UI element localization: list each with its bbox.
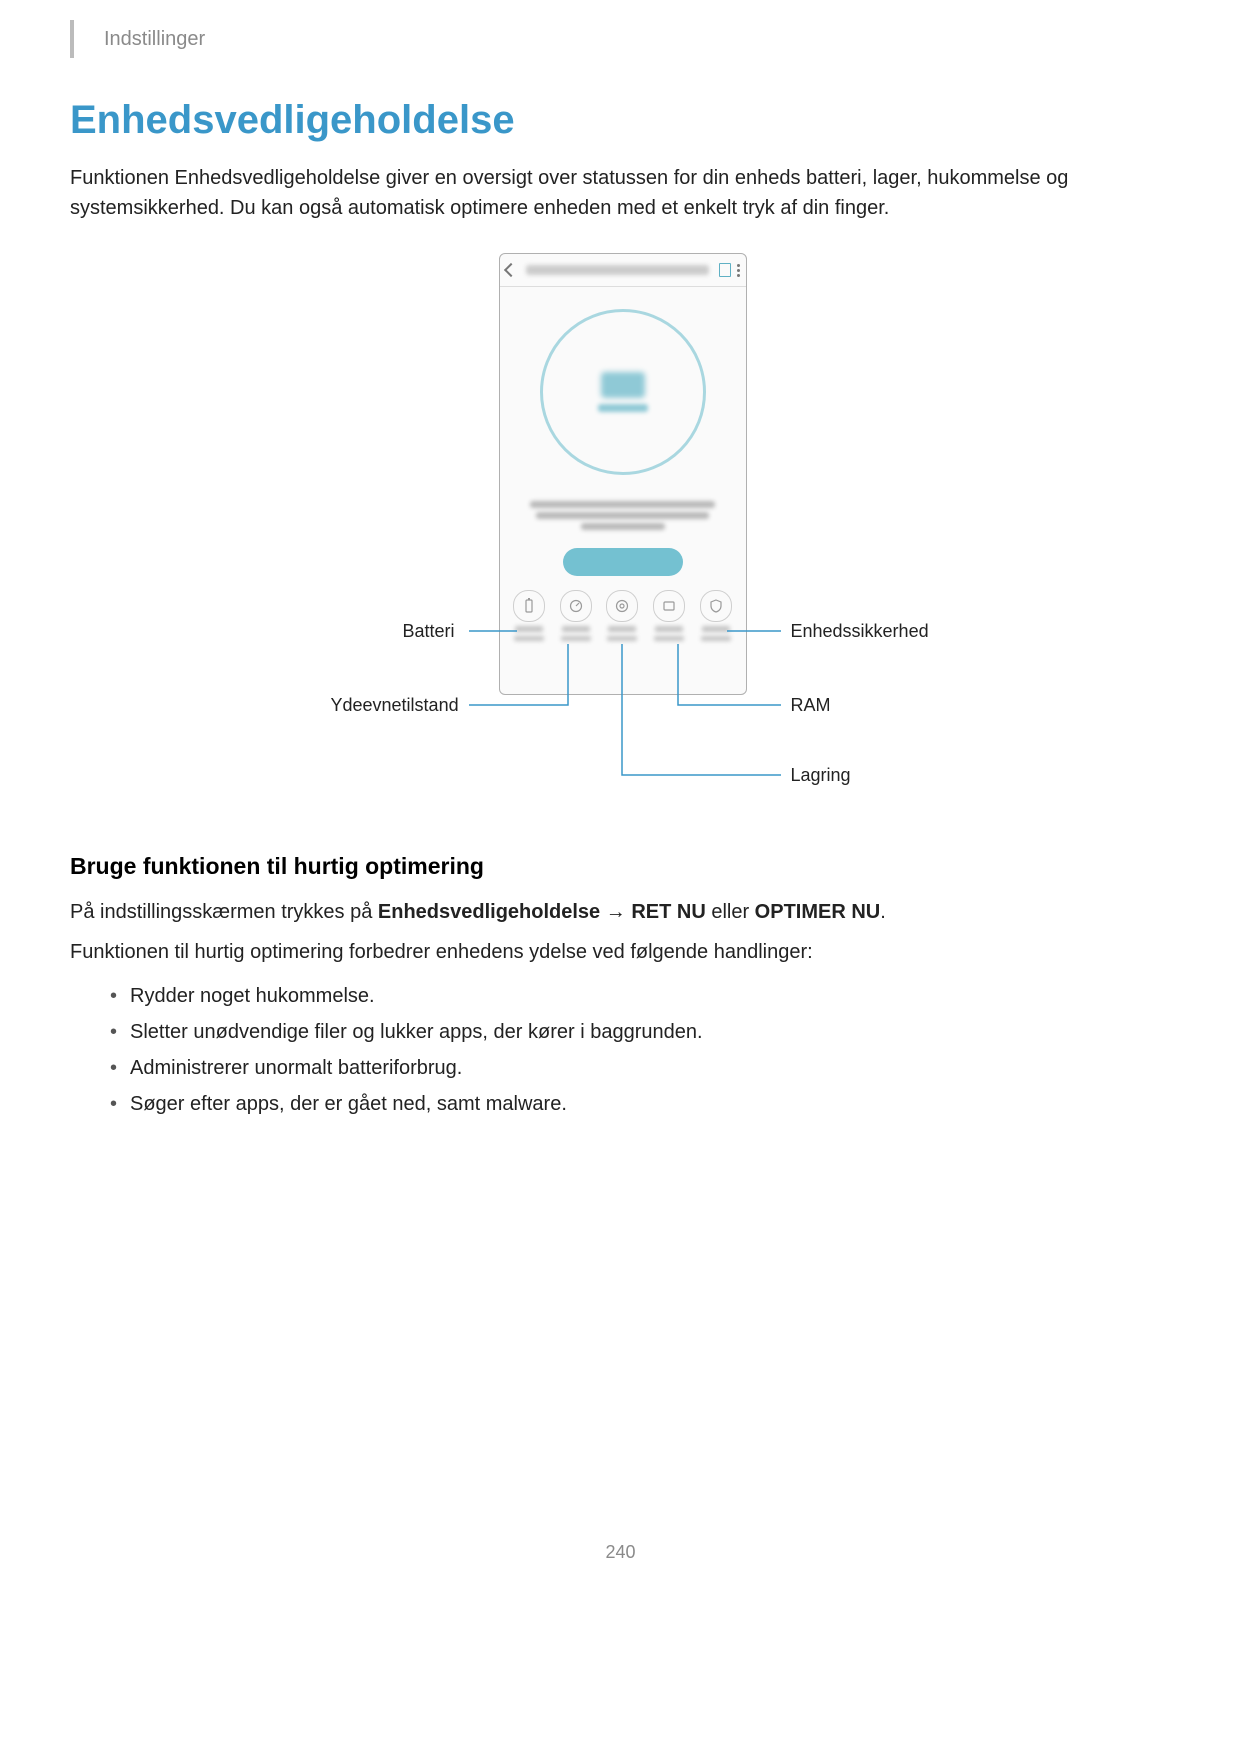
callout-ram: RAM — [791, 695, 831, 716]
instr-pre: På indstillingsskærmen trykkes på — [70, 901, 378, 923]
storage-icon — [606, 590, 638, 622]
blurred-title — [526, 265, 709, 275]
header-accent — [70, 20, 74, 58]
instr-arrow: → — [600, 901, 631, 923]
page-number: 240 — [70, 1542, 1171, 1563]
callout-performance: Ydeevnetilstand — [331, 695, 459, 716]
instr-b3: OPTIMER NU — [755, 901, 881, 923]
callout-security: Enhedssikkerhed — [791, 621, 929, 642]
blurred-score — [601, 372, 645, 398]
phone-toolbar — [500, 254, 746, 287]
description-line: Funktionen til hurtig optimering forbedr… — [70, 936, 1171, 968]
instr-b2: RET NU — [631, 901, 705, 923]
list-item: Søger efter apps, der er gået ned, samt … — [110, 1086, 1171, 1122]
category-bar — [500, 576, 746, 641]
bullet-list: Rydder noget hukommelse. Sletter unødven… — [70, 978, 1171, 1122]
performance-icon — [560, 590, 592, 622]
optimize-button — [563, 548, 683, 576]
list-item: Administrerer unormalt batteriforbrug. — [110, 1050, 1171, 1086]
instr-b1: Enhedsvedligeholdelse — [378, 901, 600, 923]
document-icon — [719, 263, 731, 277]
blurred-status — [598, 404, 648, 412]
blurred-description — [500, 497, 746, 534]
battery-icon — [513, 590, 545, 622]
security-icon — [700, 590, 732, 622]
more-icon — [737, 264, 740, 277]
phone-mock — [499, 253, 747, 695]
ram-icon — [653, 590, 685, 622]
page-title: Enhedsvedligeholdelse — [70, 98, 1171, 143]
instruction-line: På indstillingsskærmen trykkes på Enheds… — [70, 896, 1171, 928]
instr-post: . — [880, 901, 886, 923]
back-icon — [503, 263, 517, 277]
list-item: Rydder noget hukommelse. — [110, 978, 1171, 1014]
intro-text: Funktionen Enhedsvedligeholdelse giver e… — [70, 163, 1171, 223]
list-item: Sletter unødvendige filer og lukker apps… — [110, 1014, 1171, 1050]
callout-storage: Lagring — [791, 765, 851, 786]
instr-mid: eller — [706, 901, 755, 923]
breadcrumb: Indstillinger — [104, 28, 205, 51]
score-circle — [540, 309, 706, 475]
phone-diagram: Batteri Ydeevnetilstand Enhedssikkerhed … — [271, 253, 971, 813]
section-heading: Bruge funktionen til hurtig optimering — [70, 853, 1171, 880]
callout-battery: Batteri — [403, 621, 455, 642]
